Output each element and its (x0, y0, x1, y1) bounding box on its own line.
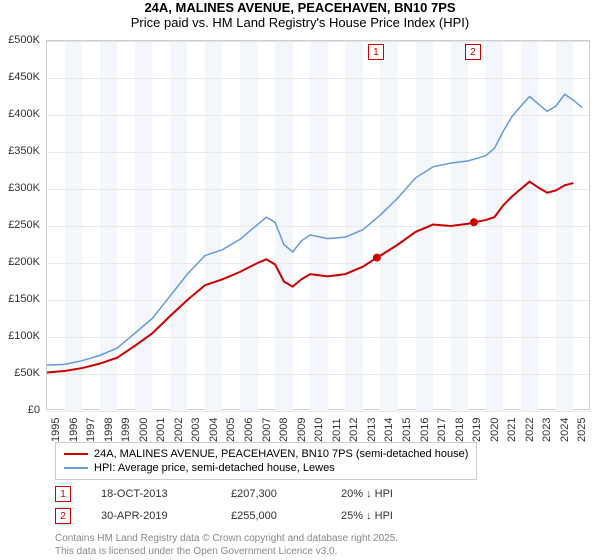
x-tick-label: 2001 (155, 418, 167, 442)
footer: Contains HM Land Registry data © Crown c… (55, 532, 398, 558)
legend-label: 24A, MALINES AVENUE, PEACEHAVEN, BN10 7P… (94, 448, 468, 460)
x-tick-label: 2007 (261, 418, 273, 442)
chart-title: 24A, MALINES AVENUE, PEACEHAVEN, BN10 7P… (0, 0, 600, 15)
sale-price: £207,300 (231, 488, 311, 500)
plot-area (46, 40, 590, 410)
x-tick-label: 2013 (366, 418, 378, 442)
sale-marker (373, 254, 381, 262)
sale-index-box: 1 (55, 486, 71, 502)
chart-subtitle: Price paid vs. HM Land Registry's House … (0, 15, 600, 30)
legend-label: HPI: Average price, semi-detached house,… (94, 462, 335, 474)
x-tick-label: 2004 (208, 418, 220, 442)
x-tick-label: 2024 (559, 418, 571, 442)
x-tick-label: 2014 (383, 418, 395, 442)
y-tick-label: £400K (0, 108, 40, 120)
x-tick-label: 2022 (524, 418, 536, 442)
sale-row: 1 18-OCT-2013 £207,300 20% ↓ HPI (55, 486, 393, 502)
x-tick-label: 2019 (471, 418, 483, 442)
legend-swatch (64, 453, 88, 455)
x-tick-label: 2006 (243, 418, 255, 442)
series-hpi (47, 94, 582, 365)
band-marker: 2 (465, 44, 481, 60)
x-tick-label: 2017 (436, 418, 448, 442)
sale-delta: 20% ↓ HPI (341, 488, 393, 500)
y-tick-label: £250K (0, 219, 40, 231)
y-tick-label: £0 (0, 404, 40, 416)
legend-item: 24A, MALINES AVENUE, PEACEHAVEN, BN10 7P… (64, 447, 468, 461)
sale-marker (470, 218, 478, 226)
x-tick-label: 2025 (576, 418, 588, 442)
x-tick-label: 1999 (120, 418, 132, 442)
x-tick-label: 2008 (278, 418, 290, 442)
sale-row: 2 30-APR-2019 £255,000 25% ↓ HPI (55, 508, 393, 524)
sale-price: £255,000 (231, 510, 311, 522)
x-tick-label: 2009 (296, 418, 308, 442)
x-tick-label: 2018 (454, 418, 466, 442)
y-tick-label: £500K (0, 34, 40, 46)
x-tick-label: 2012 (348, 418, 360, 442)
footer-line1: Contains HM Land Registry data © Crown c… (55, 532, 398, 545)
x-tick-label: 2021 (506, 418, 518, 442)
y-tick-label: £150K (0, 293, 40, 305)
footer-line2: This data is licensed under the Open Gov… (55, 545, 398, 558)
band-marker: 1 (368, 44, 384, 60)
sale-date: 18-OCT-2013 (101, 488, 201, 500)
y-tick-label: £350K (0, 145, 40, 157)
x-tick-label: 2023 (541, 418, 553, 442)
chart-container: 24A, MALINES AVENUE, PEACEHAVEN, BN10 7P… (0, 0, 600, 560)
sale-index-box: 2 (55, 508, 71, 524)
x-tick-label: 2020 (489, 418, 501, 442)
x-tick-label: 2002 (173, 418, 185, 442)
x-tick-label: 1997 (85, 418, 97, 442)
x-tick-label: 1995 (50, 418, 62, 442)
y-tick-label: £300K (0, 182, 40, 194)
x-tick-label: 2016 (419, 418, 431, 442)
y-tick-label: £200K (0, 256, 40, 268)
x-tick-label: 2015 (401, 418, 413, 442)
y-tick-label: £100K (0, 330, 40, 342)
x-tick-label: 2000 (138, 418, 150, 442)
x-tick-label: 1996 (68, 418, 80, 442)
x-tick-label: 2010 (313, 418, 325, 442)
x-tick-label: 2005 (225, 418, 237, 442)
legend-item: HPI: Average price, semi-detached house,… (64, 461, 468, 475)
x-tick-label: 1998 (103, 418, 115, 442)
legend-swatch (64, 467, 88, 469)
y-tick-label: £50K (0, 367, 40, 379)
series-price_paid (47, 182, 573, 373)
y-tick-label: £450K (0, 71, 40, 83)
x-tick-label: 2011 (331, 418, 343, 442)
sale-delta: 25% ↓ HPI (341, 510, 393, 522)
legend: 24A, MALINES AVENUE, PEACEHAVEN, BN10 7P… (55, 442, 477, 480)
sale-date: 30-APR-2019 (101, 510, 201, 522)
x-tick-label: 2003 (190, 418, 202, 442)
